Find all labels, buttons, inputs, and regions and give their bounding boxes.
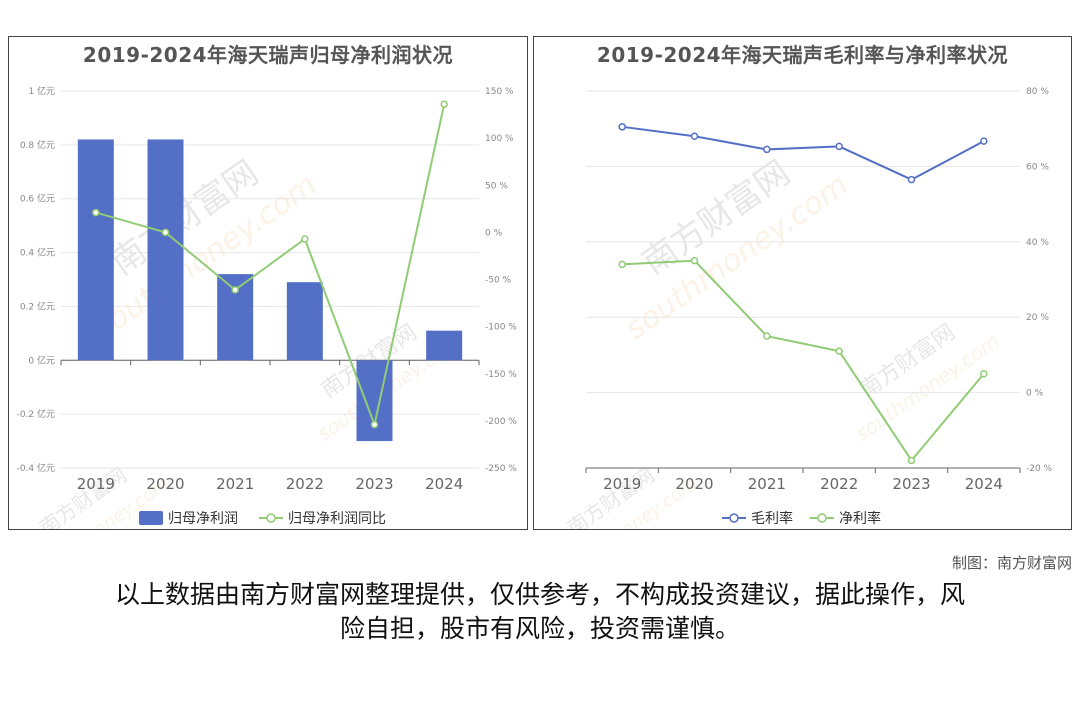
y2-tick-label: 0 % (485, 228, 503, 238)
y2-tick-label: 100 % (485, 134, 514, 144)
legend-swatch-marker (729, 513, 739, 523)
point-net-margin (980, 370, 988, 378)
bar-net-profit (286, 282, 323, 361)
line-yoy (95, 103, 446, 429)
x-tick-label: 2023 (892, 475, 930, 493)
y-tick-label: 0.4 亿元 (20, 247, 55, 259)
disclaimer-line: 以上数据由南方财富网整理提供，仅供参考，不构成投资建议，据此操作，风 (114, 580, 965, 609)
y2-tick-label: 40 % (1026, 238, 1049, 248)
y2-tick-label: 150 % (485, 87, 514, 97)
line-net-margin (622, 259, 985, 463)
x-tick-label: 2020 (675, 475, 713, 493)
x-tick-label: 2024 (965, 475, 1003, 493)
chart-title: 2019-2024年海天瑞声毛利率与净利率状况 (596, 43, 1009, 67)
x-tick-label: 2020 (146, 475, 184, 493)
x-tick-label: 2022 (286, 475, 324, 493)
legend-label: 毛利率 (751, 510, 793, 527)
x-tick-label: 2024 (425, 475, 463, 493)
y-tick-label: 0.8 亿元 (20, 139, 55, 151)
x-tick-label: 2021 (216, 475, 254, 493)
y-tick-label: 0 亿元 (28, 354, 55, 366)
bar-net-profit (356, 360, 393, 442)
point-net-margin (763, 332, 771, 340)
point-yoy (161, 228, 170, 237)
y-tick-label: 0.2 亿元 (20, 300, 55, 312)
point-yoy (370, 420, 379, 429)
legend-swatch-bar (139, 511, 163, 525)
x-tick-label: 2023 (355, 475, 393, 493)
chart-credit: 制图：南方财富网 (951, 554, 1072, 572)
disclaimer-line: 险自担，股市有风险，投资需谨慎。 (339, 614, 740, 643)
y-tick-label: 1 亿元 (28, 85, 55, 97)
point-yoy (92, 208, 100, 217)
y2-tick-label: 0 % (1026, 389, 1044, 399)
x-tick-label: 2019 (77, 475, 115, 493)
bar-net-profit (426, 330, 463, 361)
point-yoy (231, 286, 239, 294)
y2-tick-label: -50 % (485, 276, 512, 286)
point-net-margin (690, 256, 699, 265)
legend-swatch-marker (817, 513, 827, 523)
y-tick-label: 0.6 亿元 (20, 193, 55, 205)
point-gross-margin (618, 123, 626, 131)
point-net-margin (907, 456, 916, 465)
net-profit-chart: 南方财富网southmoney.com南方财富网southmoney.com南方… (17, 85, 518, 529)
point-yoy (440, 100, 448, 108)
y2-tick-label: 20 % (1026, 313, 1049, 323)
x-tick-label: 2021 (748, 475, 786, 493)
point-net-margin (618, 260, 626, 269)
bar-net-profit (77, 139, 114, 361)
legend-label: 归母净利润 (168, 510, 238, 527)
y2-tick-label: -150 % (485, 370, 517, 380)
y2-tick-label: 60 % (1026, 162, 1049, 172)
watermark: 南方财富网southmoney.com南方财富网southmoney.com南方… (562, 153, 1004, 529)
x-tick-label: 2019 (603, 475, 641, 493)
point-gross-margin (980, 137, 988, 145)
y2-tick-label: -250 % (485, 464, 517, 474)
y2-tick-label: 80 % (1026, 87, 1049, 97)
legend-label: 净利率 (839, 510, 881, 527)
point-gross-margin (907, 175, 916, 184)
y2-tick-label: -100 % (485, 323, 517, 333)
point-gross-margin (690, 132, 699, 140)
point-gross-margin (835, 142, 843, 151)
y2-tick-label: -200 % (485, 417, 517, 427)
line-gross-margin (622, 125, 985, 181)
legend-swatch-marker (266, 513, 276, 523)
bar-net-profit (147, 139, 184, 361)
y2-tick-label: 50 % (485, 181, 508, 191)
y2-tick-label: -20 % (1026, 464, 1053, 474)
chart-title: 2019-2024年海天瑞声归母净利润状况 (82, 43, 454, 67)
legend-label: 归母净利润同比 (288, 510, 386, 527)
y-tick-label: -0.2 亿元 (17, 408, 55, 420)
y-tick-label: -0.4 亿元 (17, 462, 55, 474)
chart-panel-margins: 2019-2024年海天瑞声毛利率与净利率状况 南方财富网 southmoney.… (533, 36, 1072, 530)
point-yoy (301, 235, 309, 243)
disclaimer: 以上数据由南方财富网整理提供，仅供参考，不构成投资建议，据此操作，风 险自担，股… (60, 578, 1020, 646)
x-tick-label: 2022 (820, 475, 858, 493)
point-gross-margin (763, 145, 771, 154)
point-net-margin (835, 347, 843, 355)
margin-chart: 南方财富网southmoney.com南方财富网southmoney.com南方… (562, 87, 1053, 529)
chart-panel-net-profit: 2019-2024年海天瑞声归母净利润状况 南方财富网 southmoney.co… (8, 36, 528, 530)
